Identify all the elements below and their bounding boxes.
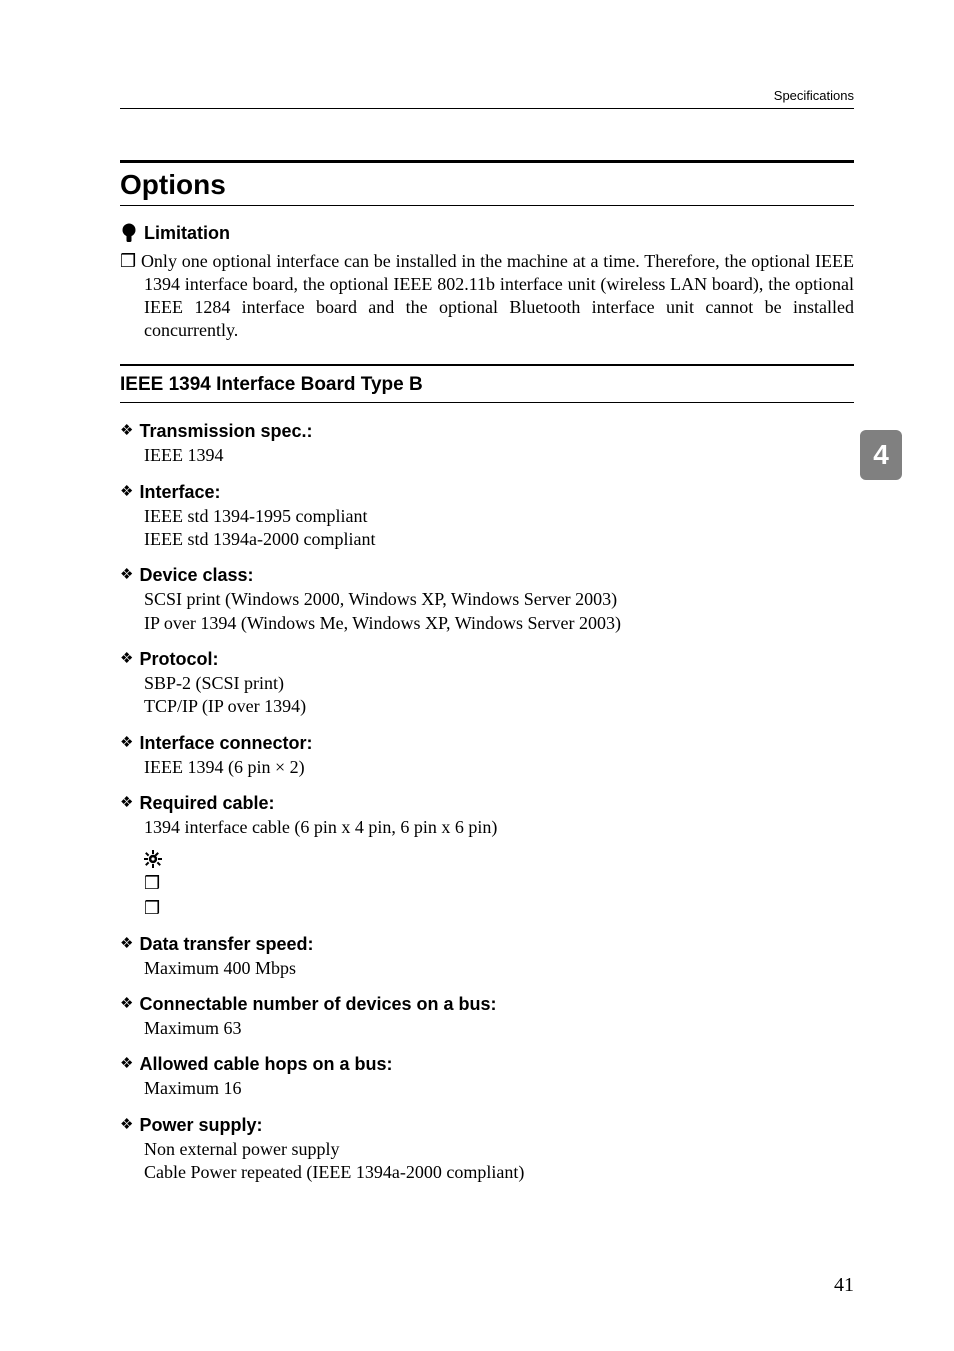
diamond-icon: ❖	[120, 796, 133, 811]
spec-body-line1: SBP-2 (SCSI print)	[120, 672, 854, 695]
list-box-icon: ❒	[120, 251, 136, 271]
limitation-label: Limitation	[144, 223, 230, 244]
gear-icon	[144, 850, 162, 868]
page-number: 41	[834, 1274, 854, 1297]
spec-protocol: ❖ Protocol: SBP-2 (SCSI print) TCP/IP (I…	[120, 649, 854, 719]
diamond-icon: ❖	[120, 485, 133, 500]
important-item-1: ❒	[144, 872, 854, 895]
spec-power-supply: ❖ Power supply: Non external power suppl…	[120, 1115, 854, 1185]
diamond-icon: ❖	[120, 736, 133, 751]
spec-interface: ❖ Interface: IEEE std 1394-1995 complian…	[120, 482, 854, 552]
spec-body: Maximum 63	[120, 1017, 854, 1040]
diamond-icon: ❖	[120, 997, 133, 1012]
list-box-icon: ❒	[144, 898, 160, 918]
important-list: ❒ ❒	[120, 872, 854, 920]
spec-label: Device class:	[139, 565, 253, 586]
spec-label: Transmission spec.:	[139, 421, 312, 442]
diamond-icon: ❖	[120, 1057, 133, 1072]
spec-body: Maximum 400 Mbps	[120, 957, 854, 980]
spec-label: Power supply:	[139, 1115, 262, 1136]
spec-device-class: ❖ Device class: SCSI print (Windows 2000…	[120, 565, 854, 635]
header-specifications-label: Specifications	[774, 88, 854, 103]
spec-body: Maximum 16	[120, 1077, 854, 1100]
spec-label: Allowed cable hops on a bus:	[139, 1054, 392, 1075]
spec-label: Required cable:	[139, 793, 274, 814]
important-item-2: ❒	[144, 897, 854, 920]
spec-body-line1: SCSI print (Windows 2000, Windows XP, Wi…	[120, 588, 854, 611]
spec-body-line2: TCP/IP (IP over 1394)	[120, 695, 854, 718]
diamond-icon: ❖	[120, 937, 133, 952]
limitation-body: Only one optional interface can be insta…	[141, 251, 854, 340]
list-box-icon: ❒	[144, 873, 160, 893]
limitation-text: ❒ Only one optional interface can be ins…	[120, 250, 854, 342]
spec-body-line2: IP over 1394 (Windows Me, Windows XP, Wi…	[120, 612, 854, 635]
diamond-icon: ❖	[120, 652, 133, 667]
subsection-title: IEEE 1394 Interface Board Type B	[120, 364, 854, 403]
diamond-icon: ❖	[120, 424, 133, 439]
spec-label: Data transfer speed:	[139, 934, 313, 955]
spec-label: Connectable number of devices on a bus:	[139, 994, 496, 1015]
spec-body: 1394 interface cable (6 pin x 4 pin, 6 p…	[120, 816, 854, 839]
spec-label: Interface connector:	[139, 733, 312, 754]
spec-body: IEEE 1394	[120, 444, 854, 467]
limitation-heading: Limitation	[120, 222, 854, 244]
spec-body-line2: IEEE std 1394a-2000 compliant	[120, 528, 854, 551]
page-content: Options Limitation ❒ Only one optional i…	[120, 160, 854, 1185]
header-rule	[120, 108, 854, 109]
section-title-options: Options	[120, 160, 854, 206]
spec-data-transfer: ❖ Data transfer speed: Maximum 400 Mbps	[120, 934, 854, 980]
spec-body-line1: Non external power supply	[120, 1138, 854, 1161]
spec-body: IEEE 1394 (6 pin × 2)	[120, 756, 854, 779]
spec-body-line1: IEEE std 1394-1995 compliant	[120, 505, 854, 528]
spec-connectable: ❖ Connectable number of devices on a bus…	[120, 994, 854, 1040]
spec-interface-connector: ❖ Interface connector: IEEE 1394 (6 pin …	[120, 733, 854, 779]
lightbulb-icon	[120, 222, 138, 244]
spec-cable-hops: ❖ Allowed cable hops on a bus: Maximum 1…	[120, 1054, 854, 1100]
diamond-icon: ❖	[120, 1118, 133, 1133]
spec-label: Interface:	[139, 482, 220, 503]
spec-transmission: ❖ Transmission spec.: IEEE 1394	[120, 421, 854, 467]
spec-required-cable: ❖ Required cable: 1394 interface cable (…	[120, 793, 854, 919]
important-heading	[120, 850, 854, 868]
spec-body-line2: Cable Power repeated (IEEE 1394a-2000 co…	[120, 1161, 854, 1184]
spec-label: Protocol:	[139, 649, 218, 670]
chapter-tab: 4	[860, 430, 902, 480]
diamond-icon: ❖	[120, 568, 133, 583]
